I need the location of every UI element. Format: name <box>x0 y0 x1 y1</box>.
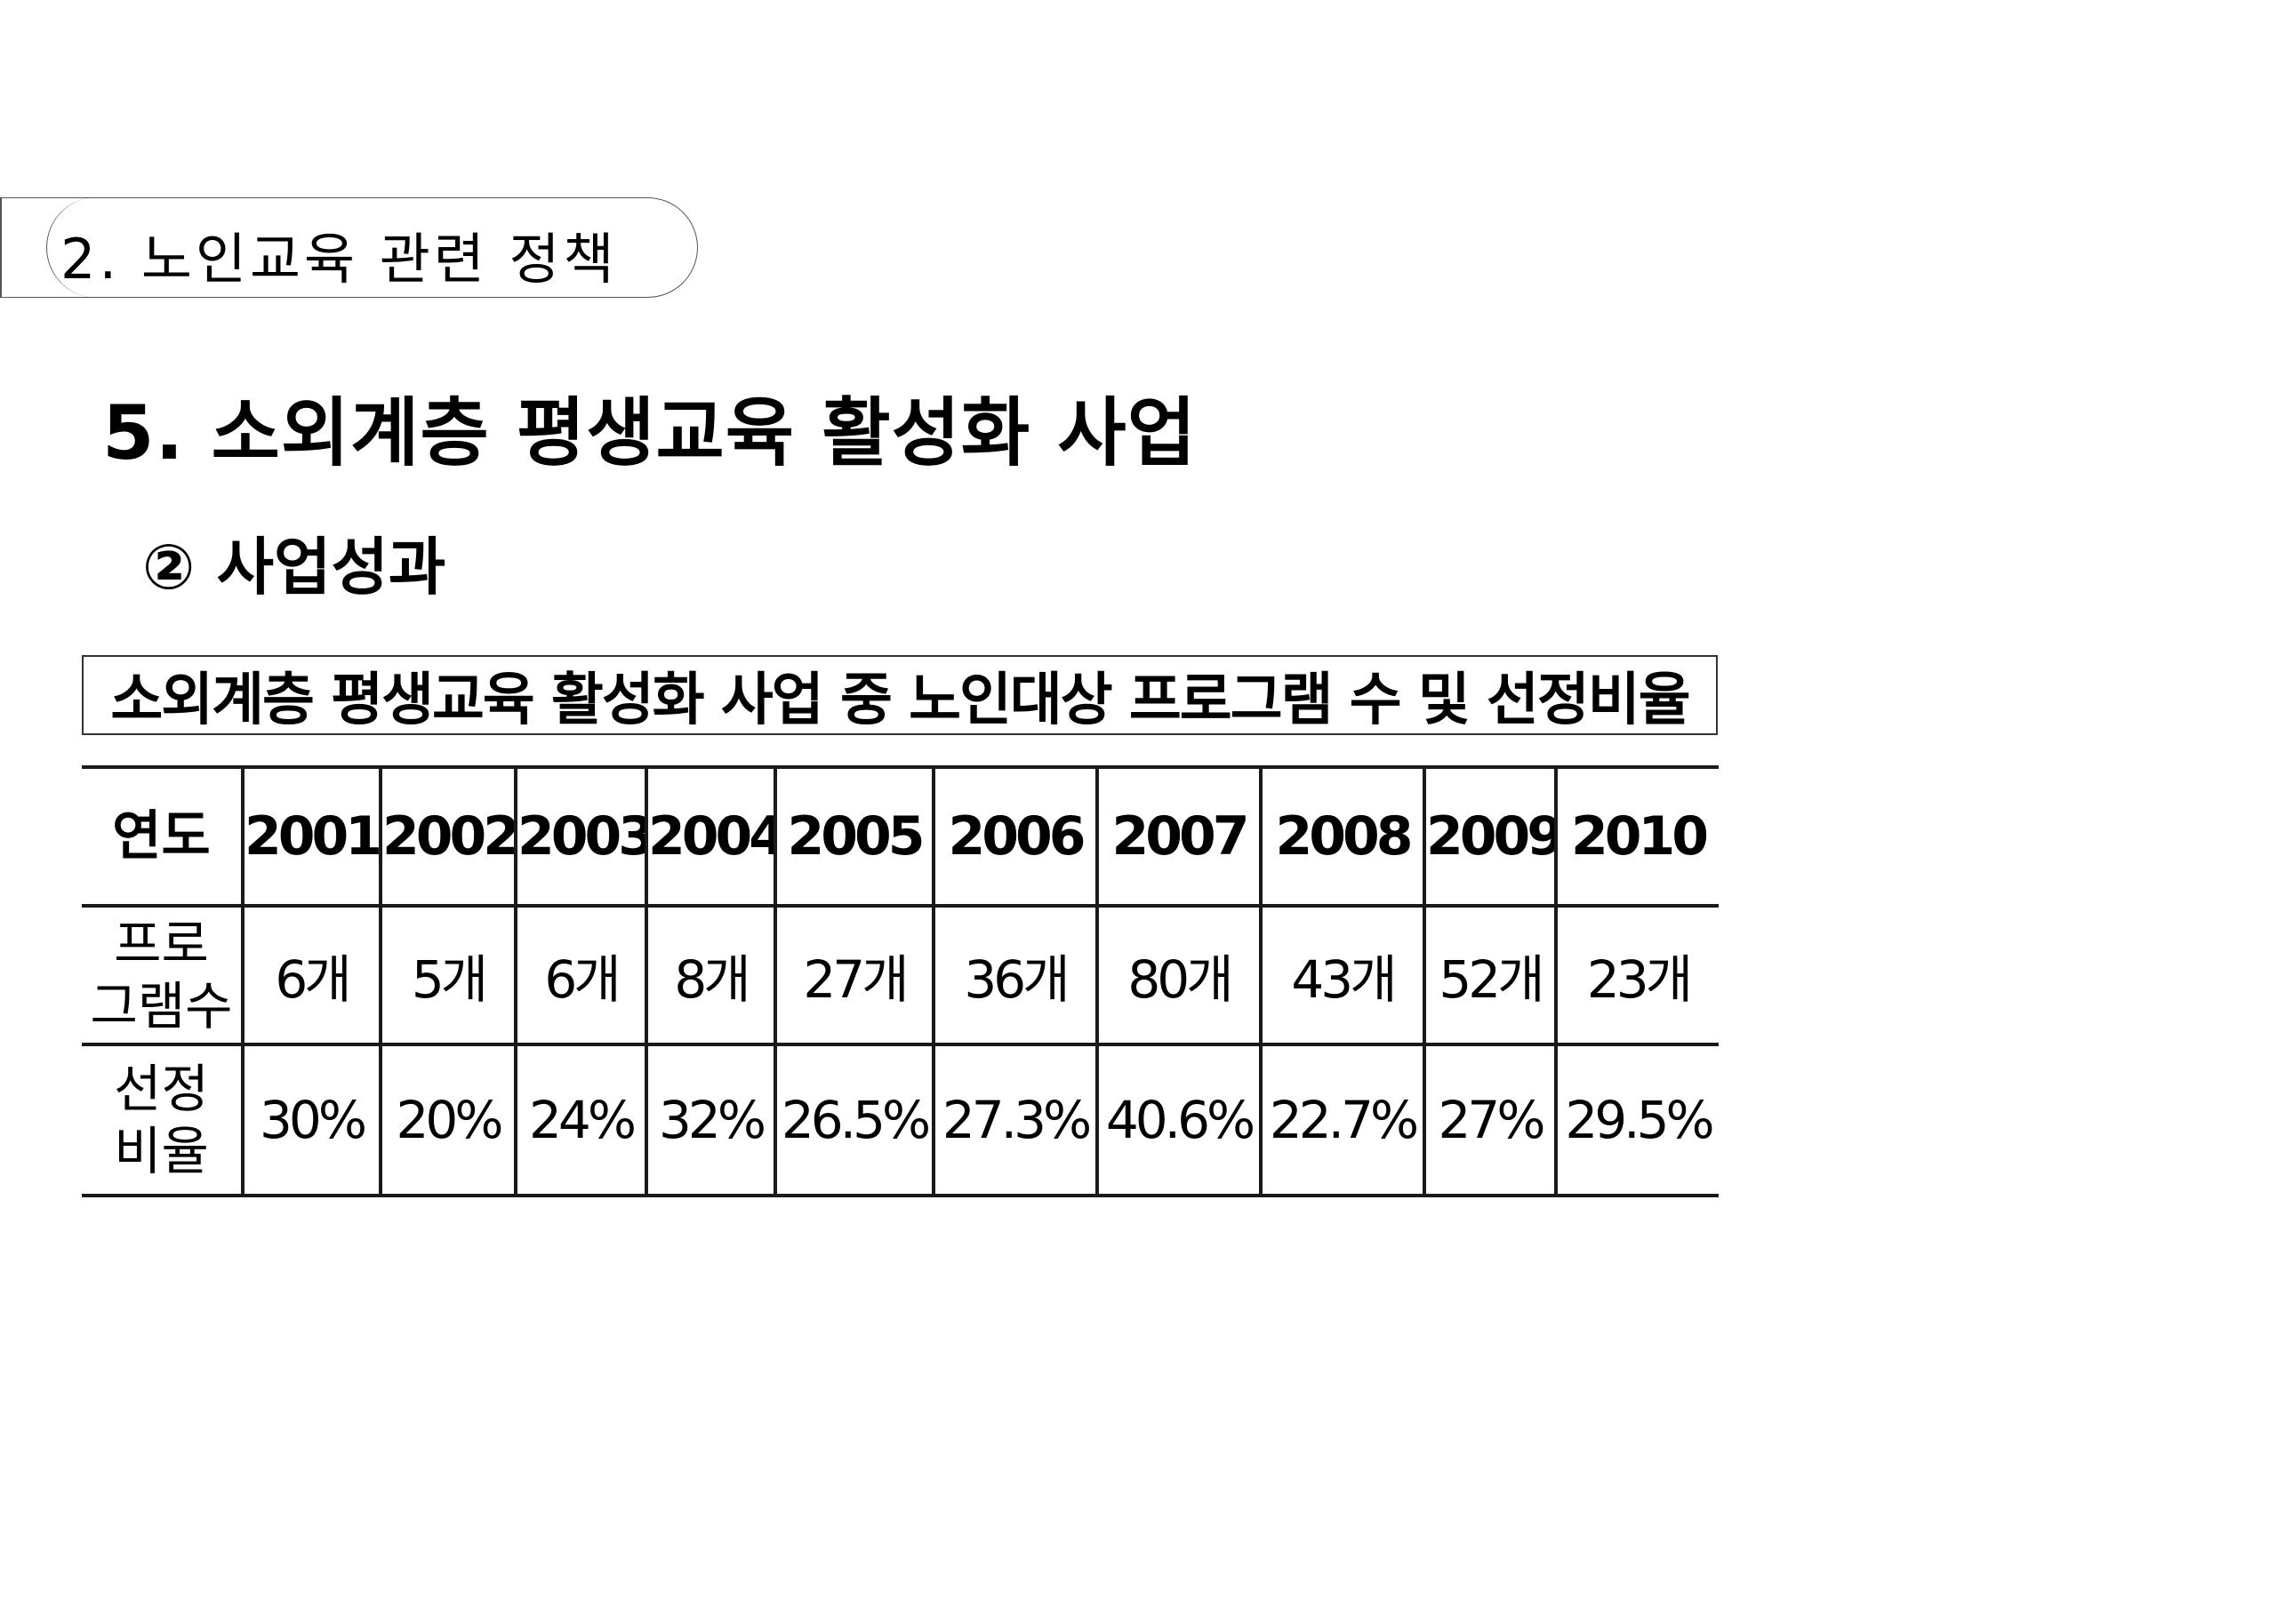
program-count-header-line2: 그램수 <box>90 976 233 1036</box>
program-count-cell: 80개 <box>1095 904 1263 1046</box>
selection-rate-row: 선정 비율 30% 20% 24% 32% 26.5% 27.3% 40.6% … <box>82 1043 1719 1197</box>
page-title: 5. 소외계층 평생교육 활성화 사업 <box>102 389 1197 476</box>
year-row: 연도 2001 2002 2003 2004 2005 2006 2007 20… <box>82 765 1719 908</box>
selection-rate-cell: 22.7% <box>1259 1043 1426 1197</box>
program-stats-table: 연도 2001 2002 2003 2004 2005 2006 2007 20… <box>82 765 1719 1197</box>
program-count-cell: 6개 <box>241 904 382 1046</box>
selection-rate-header-line1: 선정 <box>114 1059 209 1119</box>
selection-rate-cell: 24% <box>514 1043 648 1197</box>
year-cell: 2007 <box>1095 765 1263 908</box>
selection-rate-cell: 29.5% <box>1554 1043 1719 1197</box>
selection-rate-cell: 27% <box>1423 1043 1558 1197</box>
year-cell: 2009 <box>1423 765 1558 908</box>
year-cell: 2006 <box>932 765 1099 908</box>
table-caption-box: 소외계층 평생교육 활성화 사업 중 노인대상 프로그램 수 및 선정비율 <box>82 655 1718 735</box>
program-count-header-line1: 프로 <box>114 914 209 974</box>
program-count-cell: 8개 <box>645 904 777 1046</box>
year-cell: 2004 <box>645 765 777 908</box>
program-count-cell: 5개 <box>379 904 517 1046</box>
program-count-header: 프로 그램수 <box>82 904 245 1046</box>
program-count-cell: 52개 <box>1423 904 1558 1046</box>
year-cell: 2003 <box>514 765 648 908</box>
selection-rate-header: 선정 비율 <box>82 1043 245 1197</box>
selection-rate-cell: 27.3% <box>932 1043 1099 1197</box>
program-count-cell: 23개 <box>1554 904 1719 1046</box>
section-tab: 2. 노인교육 관련 정책 <box>0 196 698 298</box>
year-cell: 2001 <box>241 765 382 908</box>
program-count-cell: 43개 <box>1259 904 1426 1046</box>
table-caption: 소외계층 평생교육 활성화 사업 중 노인대상 프로그램 수 및 선정비율 <box>110 668 1690 733</box>
year-cell: 2005 <box>774 765 935 908</box>
program-count-cell: 36개 <box>932 904 1099 1046</box>
section-subtitle: ② 사업성과 <box>142 531 446 604</box>
selection-rate-cell: 32% <box>645 1043 777 1197</box>
selection-rate-header-line2: 비율 <box>114 1121 209 1181</box>
year-cell: 2008 <box>1259 765 1426 908</box>
year-cell: 2002 <box>379 765 517 908</box>
selection-rate-cell: 20% <box>379 1043 517 1197</box>
program-count-row: 프로 그램수 6개 5개 6개 8개 27개 36개 80개 43개 52개 2… <box>82 904 1719 1046</box>
section-tab-label: 2. 노인교육 관련 정책 <box>60 227 618 292</box>
selection-rate-cell: 26.5% <box>774 1043 935 1197</box>
selection-rate-cell: 40.6% <box>1095 1043 1263 1197</box>
program-count-cell: 27개 <box>774 904 935 1046</box>
year-cell: 2010 <box>1554 765 1719 908</box>
program-count-cell: 6개 <box>514 904 648 1046</box>
selection-rate-cell: 30% <box>241 1043 382 1197</box>
year-header: 연도 <box>82 765 245 908</box>
